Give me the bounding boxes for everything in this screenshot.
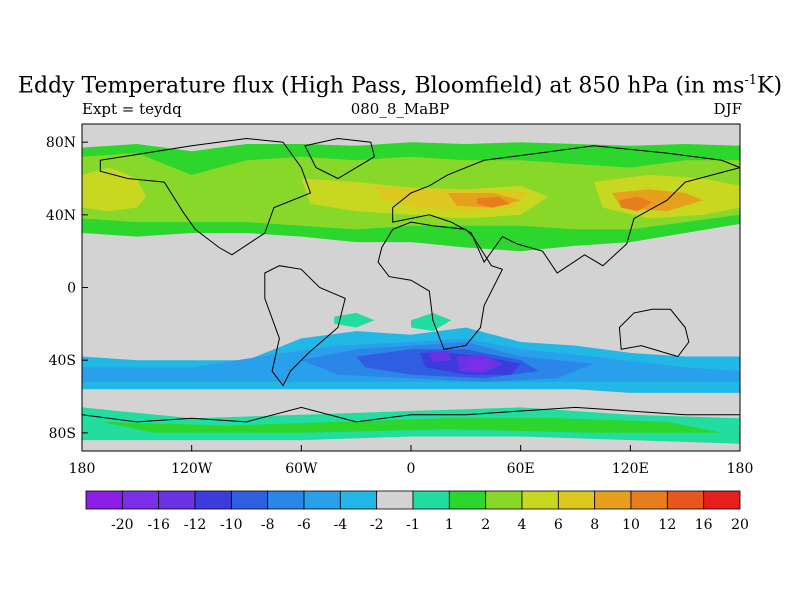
colorbar-label: 4 bbox=[518, 517, 527, 533]
chart-title-superscript: -1 bbox=[744, 73, 758, 88]
colorbar-label: 20 bbox=[731, 517, 749, 533]
colorbar-label: -8 bbox=[261, 517, 275, 533]
colorbar-label: -16 bbox=[147, 517, 170, 533]
contour-region-sh-core-12 bbox=[429, 351, 452, 362]
colorbar-label: 8 bbox=[590, 517, 599, 533]
colorbar-swatch bbox=[485, 490, 523, 510]
colorbar-label: -10 bbox=[220, 517, 243, 533]
x-tick-label: 0 bbox=[407, 461, 416, 477]
contour-region-eq-blob-2 bbox=[411, 312, 452, 332]
season-label: DJF bbox=[713, 100, 742, 118]
y-tick-label: 40S bbox=[49, 353, 76, 369]
coastline-australia bbox=[618, 308, 690, 358]
experiment-label: Expt = teydq bbox=[82, 100, 182, 118]
chart-title: Eddy Temperature flux (High Pass, Bloomf… bbox=[0, 68, 800, 99]
colorbar-label: 2 bbox=[481, 517, 490, 533]
x-tick-label: 180 bbox=[727, 461, 754, 477]
coastline-greenland bbox=[304, 137, 375, 180]
colorbar-swatch bbox=[557, 490, 596, 510]
colorbar: -20 -16 -12 -10 -8 -6 -4 -2 -1 1 2 4 6 8 10 12 16 20 bbox=[85, 490, 749, 533]
coastline-north-america bbox=[99, 137, 312, 256]
colorbar-swatch bbox=[158, 490, 196, 510]
colorbar-label: -1 bbox=[406, 517, 420, 533]
contour-region-sc-band-2 bbox=[100, 418, 722, 433]
colorbar-label: -2 bbox=[370, 517, 384, 533]
contour-region-nh-eurasia-12 bbox=[476, 196, 510, 208]
x-axis-ticks: 180 120W 60W 0 60E 120E 180 bbox=[69, 445, 754, 477]
x-tick-label: 120E bbox=[612, 461, 649, 477]
colorbar-label: -12 bbox=[184, 517, 207, 533]
colorbar-swatch bbox=[666, 490, 705, 510]
colorbar-swatch bbox=[412, 490, 450, 510]
coastline-antarctica bbox=[82, 406, 740, 451]
colorbar-swatch bbox=[594, 490, 632, 510]
coastline-africa bbox=[377, 221, 504, 350]
chart-subtitle: 080_8_MaBP bbox=[350, 100, 450, 118]
colorbar-swatch bbox=[230, 490, 269, 510]
x-tick-label: 60W bbox=[285, 461, 318, 477]
colorbar-label: 12 bbox=[658, 517, 676, 533]
y-tick-label: 0 bbox=[67, 281, 76, 297]
x-tick-label: 60E bbox=[507, 461, 535, 477]
land-outlines bbox=[82, 137, 740, 451]
coastline-south-america bbox=[264, 265, 346, 387]
contour-region-nh-pacific-12 bbox=[619, 196, 653, 212]
colorbar-swatch bbox=[376, 490, 414, 510]
colorbar-swatch bbox=[194, 490, 232, 510]
colorbar-label: -4 bbox=[334, 517, 348, 533]
colorbar-swatch bbox=[85, 490, 123, 510]
chart-title-tail: K) bbox=[757, 73, 783, 99]
colorbar-swatch bbox=[521, 490, 559, 510]
y-axis-ticks: 80N 40N 0 40S 80S bbox=[46, 135, 88, 442]
colorbar-swatch bbox=[703, 490, 741, 510]
y-tick-label: 80S bbox=[49, 426, 76, 442]
colorbar-swatch bbox=[121, 490, 160, 510]
colorbar-swatch bbox=[339, 490, 378, 510]
colorbar-label: -20 bbox=[111, 517, 134, 533]
colorbar-swatch bbox=[630, 490, 668, 510]
colorbar-label: 16 bbox=[695, 517, 713, 533]
colorbar-label: 1 bbox=[445, 517, 454, 533]
colorbar-label: 10 bbox=[622, 517, 640, 533]
y-tick-label: 40N bbox=[46, 208, 76, 224]
x-tick-label: 120W bbox=[171, 461, 213, 477]
colorbar-label: -6 bbox=[297, 517, 311, 533]
chart-title-main: Eddy Temperature flux (High Pass, Bloomf… bbox=[17, 73, 745, 99]
coastline-eurasia bbox=[392, 145, 740, 274]
x-tick-label: 180 bbox=[69, 461, 96, 477]
colorbar-swatch bbox=[303, 490, 341, 510]
contour-region-sh-core-16 bbox=[465, 360, 492, 372]
contour-region-eq-blob-1 bbox=[334, 312, 375, 328]
colorbar-swatch bbox=[448, 490, 487, 510]
colorbar-label: 6 bbox=[554, 517, 563, 533]
y-tick-label: 80N bbox=[46, 135, 76, 151]
colorbar-swatch bbox=[267, 490, 305, 510]
